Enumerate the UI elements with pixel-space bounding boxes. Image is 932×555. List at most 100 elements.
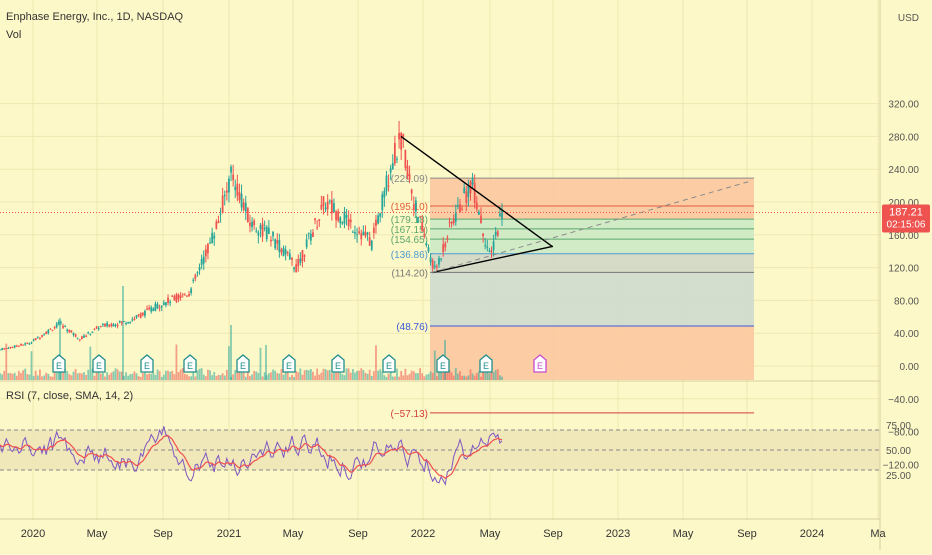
volume-bar: [104, 376, 106, 380]
candle-body: [477, 211, 480, 215]
volume-bar: [341, 374, 344, 380]
candle-body: [246, 208, 249, 223]
volume-bar: [11, 373, 14, 380]
volume-bar: [484, 369, 487, 380]
candle-body: [93, 328, 96, 330]
candle-body: [158, 307, 161, 309]
volume-bar: [377, 370, 379, 380]
volume-bar: [175, 344, 178, 380]
candle-body: [177, 294, 180, 300]
volume-bar: [375, 345, 377, 380]
volume-bar: [211, 375, 214, 380]
earnings-badge: [92, 354, 106, 373]
candle-body: [53, 327, 56, 329]
candle-body: [219, 213, 222, 215]
volume-bar: [282, 374, 285, 380]
earnings-marker[interactable]: E: [52, 354, 66, 373]
volume-bar: [276, 373, 279, 380]
candle-body: [190, 288, 193, 294]
earnings-marker-label: E: [240, 361, 246, 371]
candle-body: [221, 195, 224, 213]
earnings-badge: [382, 354, 396, 373]
candle-body: [238, 192, 241, 201]
candle-body: [276, 240, 279, 244]
volume-bar: [251, 374, 253, 380]
volume-bar: [66, 371, 69, 380]
earnings-marker[interactable]: E: [479, 354, 493, 373]
volume-bar: [307, 370, 310, 380]
volume-bar: [284, 369, 287, 380]
volume-bar: [333, 368, 335, 380]
volume-bar: [137, 376, 140, 380]
volume-bar: [402, 375, 405, 380]
candle-body: [377, 215, 379, 224]
candle-body: [11, 346, 14, 348]
earnings-marker[interactable]: E: [436, 354, 450, 373]
candle-body: [427, 247, 430, 252]
candle-body: [192, 279, 195, 281]
projection-line: [431, 180, 753, 274]
volume-bar: [461, 375, 463, 380]
candle-body: [379, 213, 382, 217]
last-price-value: 187.21: [889, 206, 923, 218]
volume-bar: [389, 371, 392, 380]
volume-bar: [3, 370, 6, 380]
candle-body: [452, 218, 455, 224]
earnings-marker-label: E: [537, 361, 543, 371]
candle-body: [404, 149, 407, 168]
candle-body: [41, 335, 43, 337]
volume-bar: [345, 368, 348, 380]
candle-body: [337, 211, 340, 221]
earnings-marker[interactable]: E: [533, 354, 547, 373]
candle-body: [9, 346, 12, 348]
trend-lines[interactable]: [0, 135, 880, 274]
candle-body: [123, 320, 125, 322]
earnings-marker[interactable]: E: [331, 354, 345, 373]
earnings-marker[interactable]: E: [140, 354, 154, 373]
candle-body: [368, 237, 371, 246]
volume-bar: [270, 372, 272, 380]
candle-body: [278, 240, 281, 252]
candle-body: [217, 220, 220, 224]
time-tick-label: 2024: [800, 528, 824, 540]
volume-bar: [15, 375, 18, 380]
candle-body: [165, 302, 167, 306]
candle-body: [425, 243, 428, 246]
volume-bar: [381, 371, 384, 380]
earnings-marker[interactable]: E: [282, 354, 296, 373]
candle-body: [473, 182, 476, 203]
candle-body: [171, 295, 174, 297]
candle-body: [288, 253, 291, 260]
volume-bar: [299, 368, 302, 380]
volume-bar: [347, 368, 350, 380]
volume-bar: [26, 374, 29, 380]
price-tick-label: −120.00: [883, 460, 920, 471]
candle-body: [484, 245, 487, 247]
candle-body: [135, 315, 138, 318]
volume-bar: [62, 371, 64, 380]
fib-zone: [430, 239, 754, 254]
volume-bar: [160, 376, 163, 380]
earnings-badge: [183, 354, 197, 373]
fib-level-label: (179.18): [391, 215, 428, 226]
candle-body: [234, 186, 237, 191]
volume-bar: [335, 371, 337, 380]
candle-body: [444, 243, 447, 248]
volume-bar: [5, 343, 8, 380]
earnings-marker[interactable]: E: [92, 354, 106, 373]
candle-body: [181, 293, 184, 295]
volume-bar: [288, 376, 291, 380]
volume-bar: [328, 369, 331, 380]
earnings-marker[interactable]: E: [382, 354, 396, 373]
earnings-marker[interactable]: E: [183, 354, 197, 373]
earnings-marker[interactable]: E: [236, 354, 250, 373]
candle-body: [127, 322, 130, 324]
price-tick-label: 120.00: [888, 264, 919, 275]
volume-bar: [280, 369, 283, 380]
candle-body: [450, 222, 453, 224]
volume-bar: [93, 375, 96, 380]
candle-body: [421, 222, 424, 232]
volume-bar: [326, 370, 329, 380]
